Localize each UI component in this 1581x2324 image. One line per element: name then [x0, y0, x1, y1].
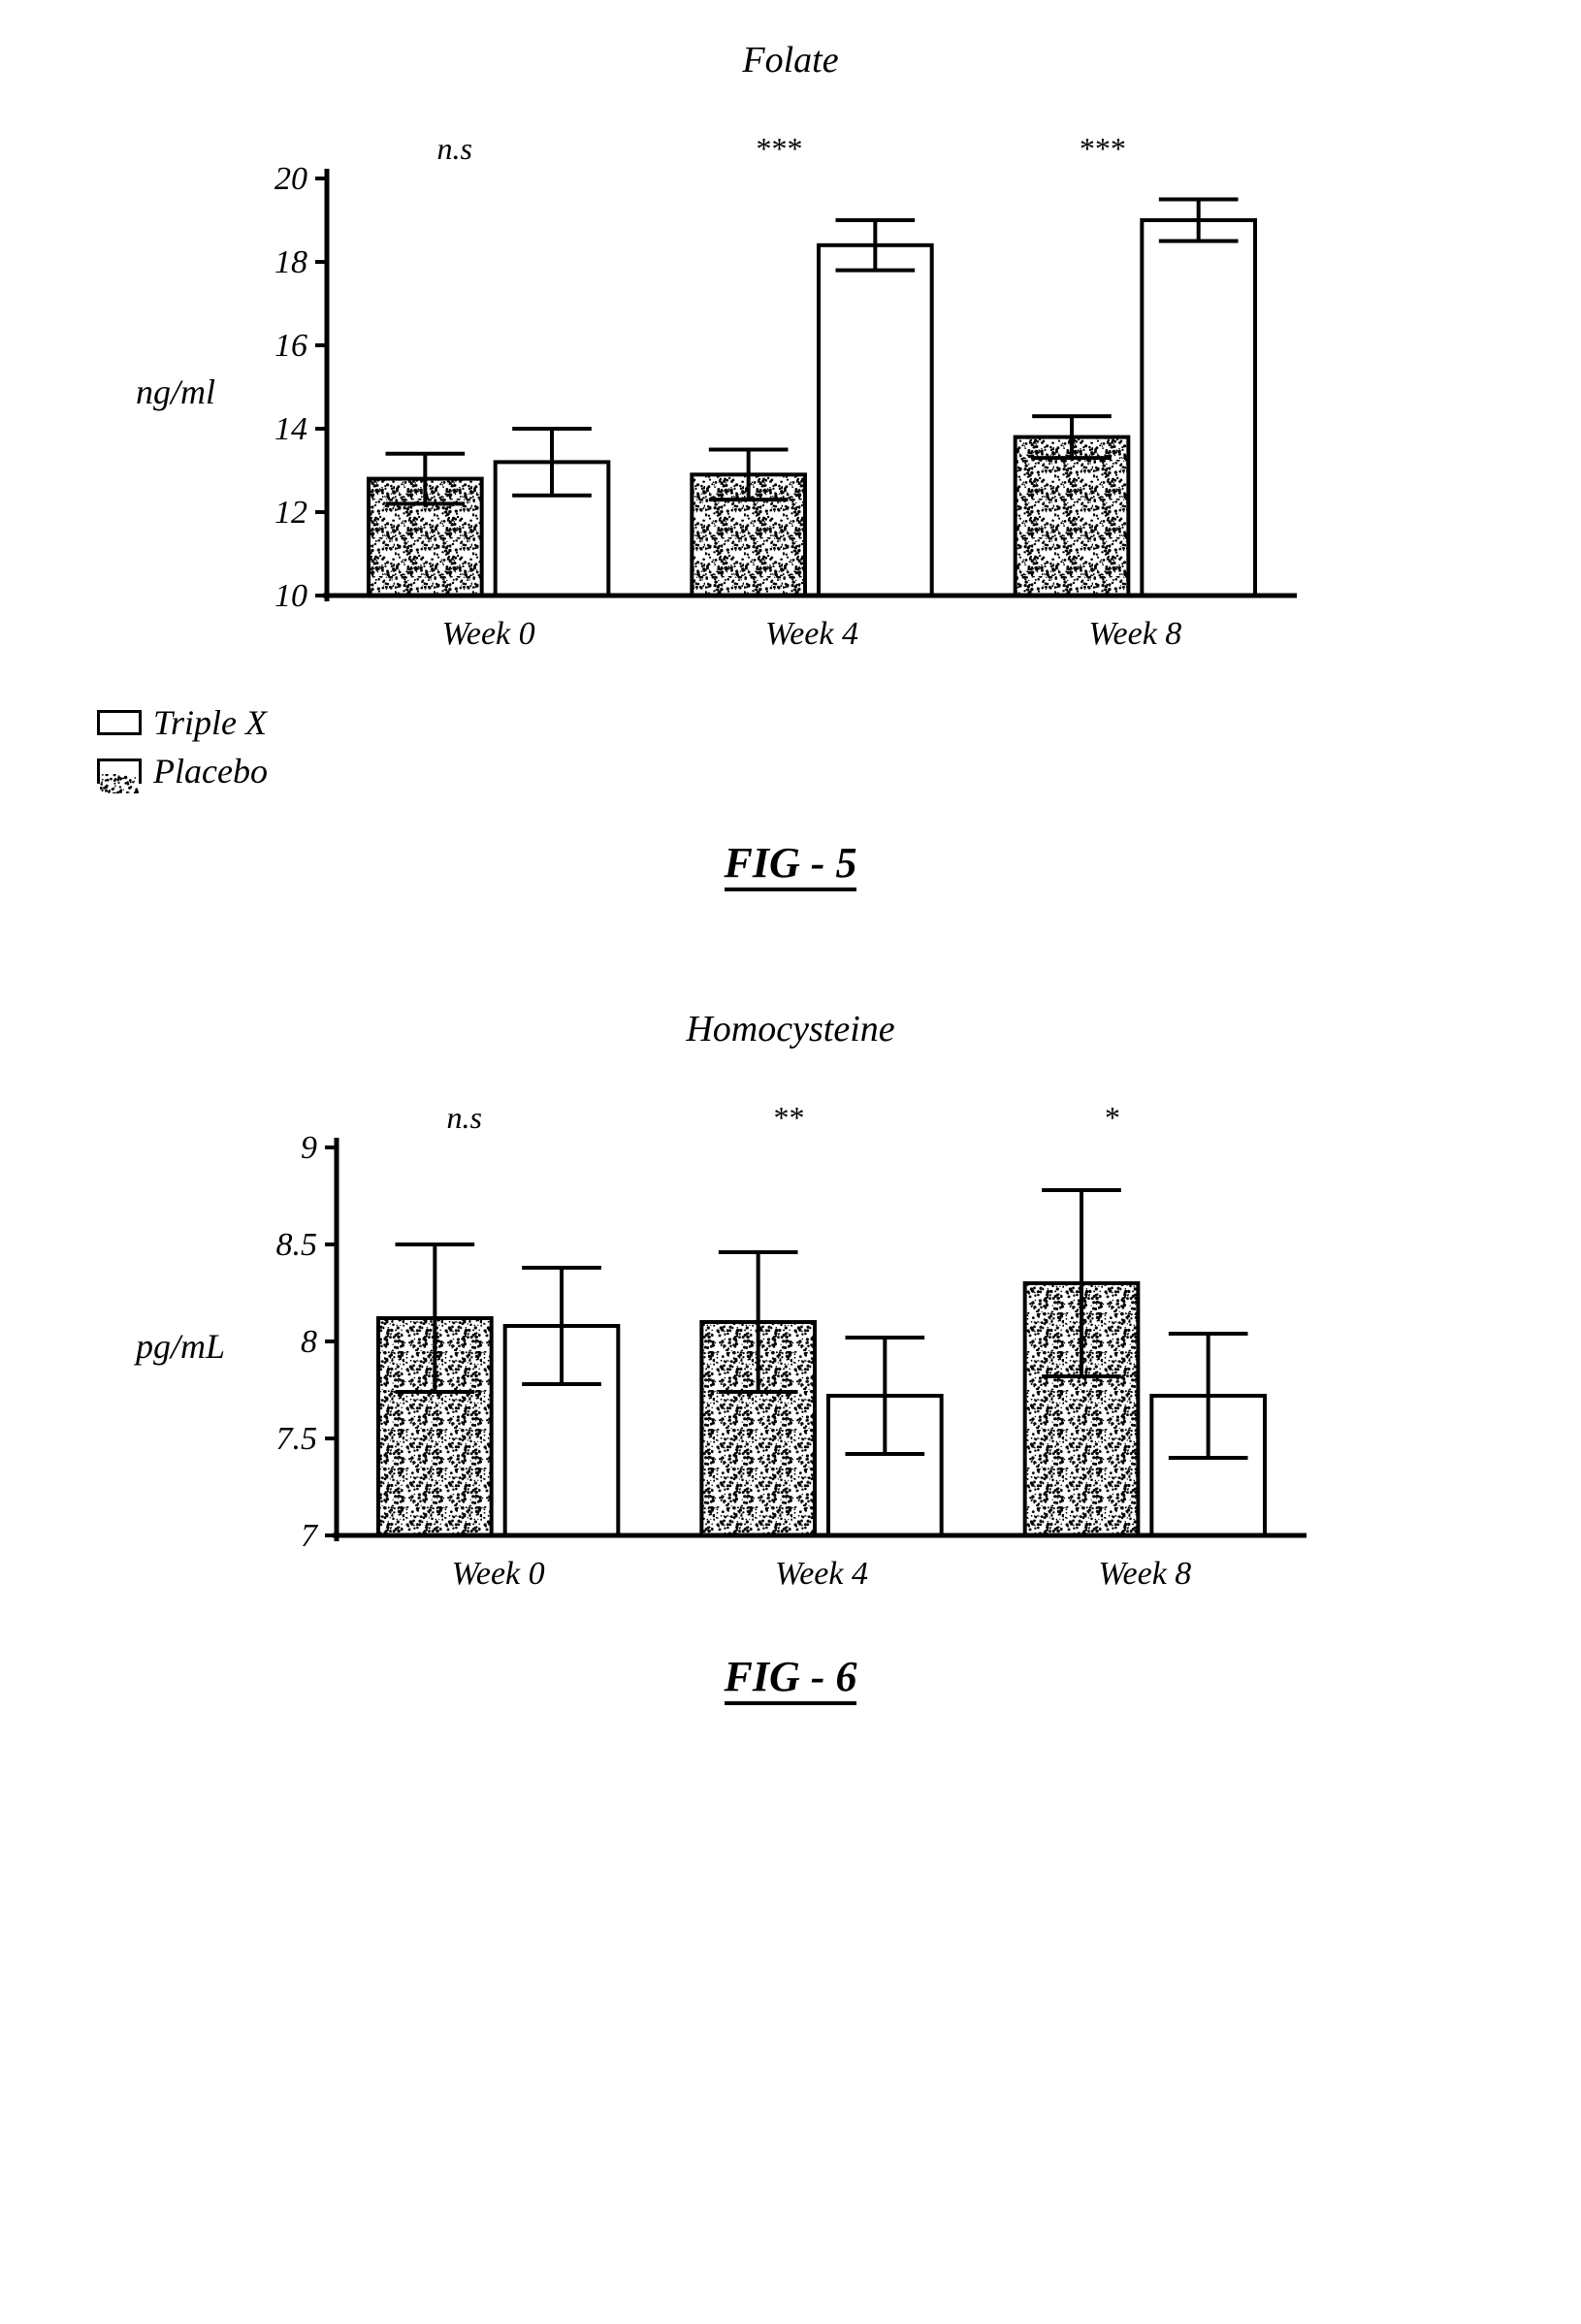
legend-label-triplex: Triple X	[153, 702, 267, 743]
chart-layout: pg/mL 7 7.5 8 8.5 9 Week 0 n.s Week 4 ** Week 8 *	[136, 1080, 1542, 1613]
svg-text:Week 4: Week 4	[765, 616, 858, 652]
chart-title: Folate	[39, 39, 1542, 81]
svg-text:Week 0: Week 0	[452, 1556, 545, 1592]
legend-placebo: Placebo	[97, 751, 1542, 791]
svg-text:7.5: 7.5	[276, 1421, 318, 1457]
y-axis-label: pg/mL	[136, 1326, 225, 1367]
legend-swatch-triplex	[97, 710, 142, 735]
svg-text:8.5: 8.5	[276, 1227, 318, 1263]
legend: Triple X Placebo	[97, 702, 1542, 791]
svg-text:9: 9	[301, 1130, 317, 1166]
svg-text:*: *	[1103, 1100, 1118, 1135]
figure-5: Folate ng/ml 10 12 14 16 18 20 Week 0 n.s Week 4…	[39, 39, 1542, 891]
chart-layout: ng/ml 10 12 14 16 18 20 Week 0 n.s Week 4 *** Week…	[136, 111, 1542, 673]
svg-text:***: ***	[755, 131, 801, 166]
svg-text:n.s: n.s	[436, 131, 471, 166]
svg-text:14: 14	[274, 411, 307, 447]
svg-text:**: **	[772, 1100, 803, 1135]
svg-text:Week 4: Week 4	[775, 1556, 868, 1592]
figure-caption: FIG - 5	[725, 838, 857, 891]
svg-text:Week 8: Week 8	[1098, 1556, 1191, 1592]
svg-text:Week 0: Week 0	[442, 616, 535, 652]
svg-text:8: 8	[301, 1324, 317, 1360]
svg-text:12: 12	[274, 495, 307, 531]
svg-text:16: 16	[274, 328, 307, 364]
legend-triplex: Triple X	[97, 702, 1542, 743]
folate-chart: 10 12 14 16 18 20 Week 0 n.s Week 4 *** Week 8 ***	[240, 111, 1316, 673]
svg-text:Week 8: Week 8	[1088, 616, 1181, 652]
svg-text:18: 18	[274, 244, 307, 280]
legend-swatch-placebo	[97, 759, 142, 784]
svg-text:7: 7	[301, 1518, 319, 1554]
chart-title: Homocysteine	[39, 1008, 1542, 1050]
homocysteine-chart: 7 7.5 8 8.5 9 Week 0 n.s Week 4 ** Week 8 *	[249, 1080, 1326, 1613]
legend-label-placebo: Placebo	[153, 751, 268, 791]
svg-text:***: ***	[1078, 131, 1124, 166]
svg-text:10: 10	[274, 578, 307, 614]
figure-caption: FIG - 6	[725, 1652, 857, 1705]
svg-text:20: 20	[274, 161, 307, 197]
figure-6: Homocysteine pg/mL 7 7.5 8 8.5 9 Week 0 n.s Wee…	[39, 1008, 1542, 1705]
y-axis-label: ng/ml	[136, 371, 215, 412]
svg-text:n.s: n.s	[446, 1100, 481, 1135]
